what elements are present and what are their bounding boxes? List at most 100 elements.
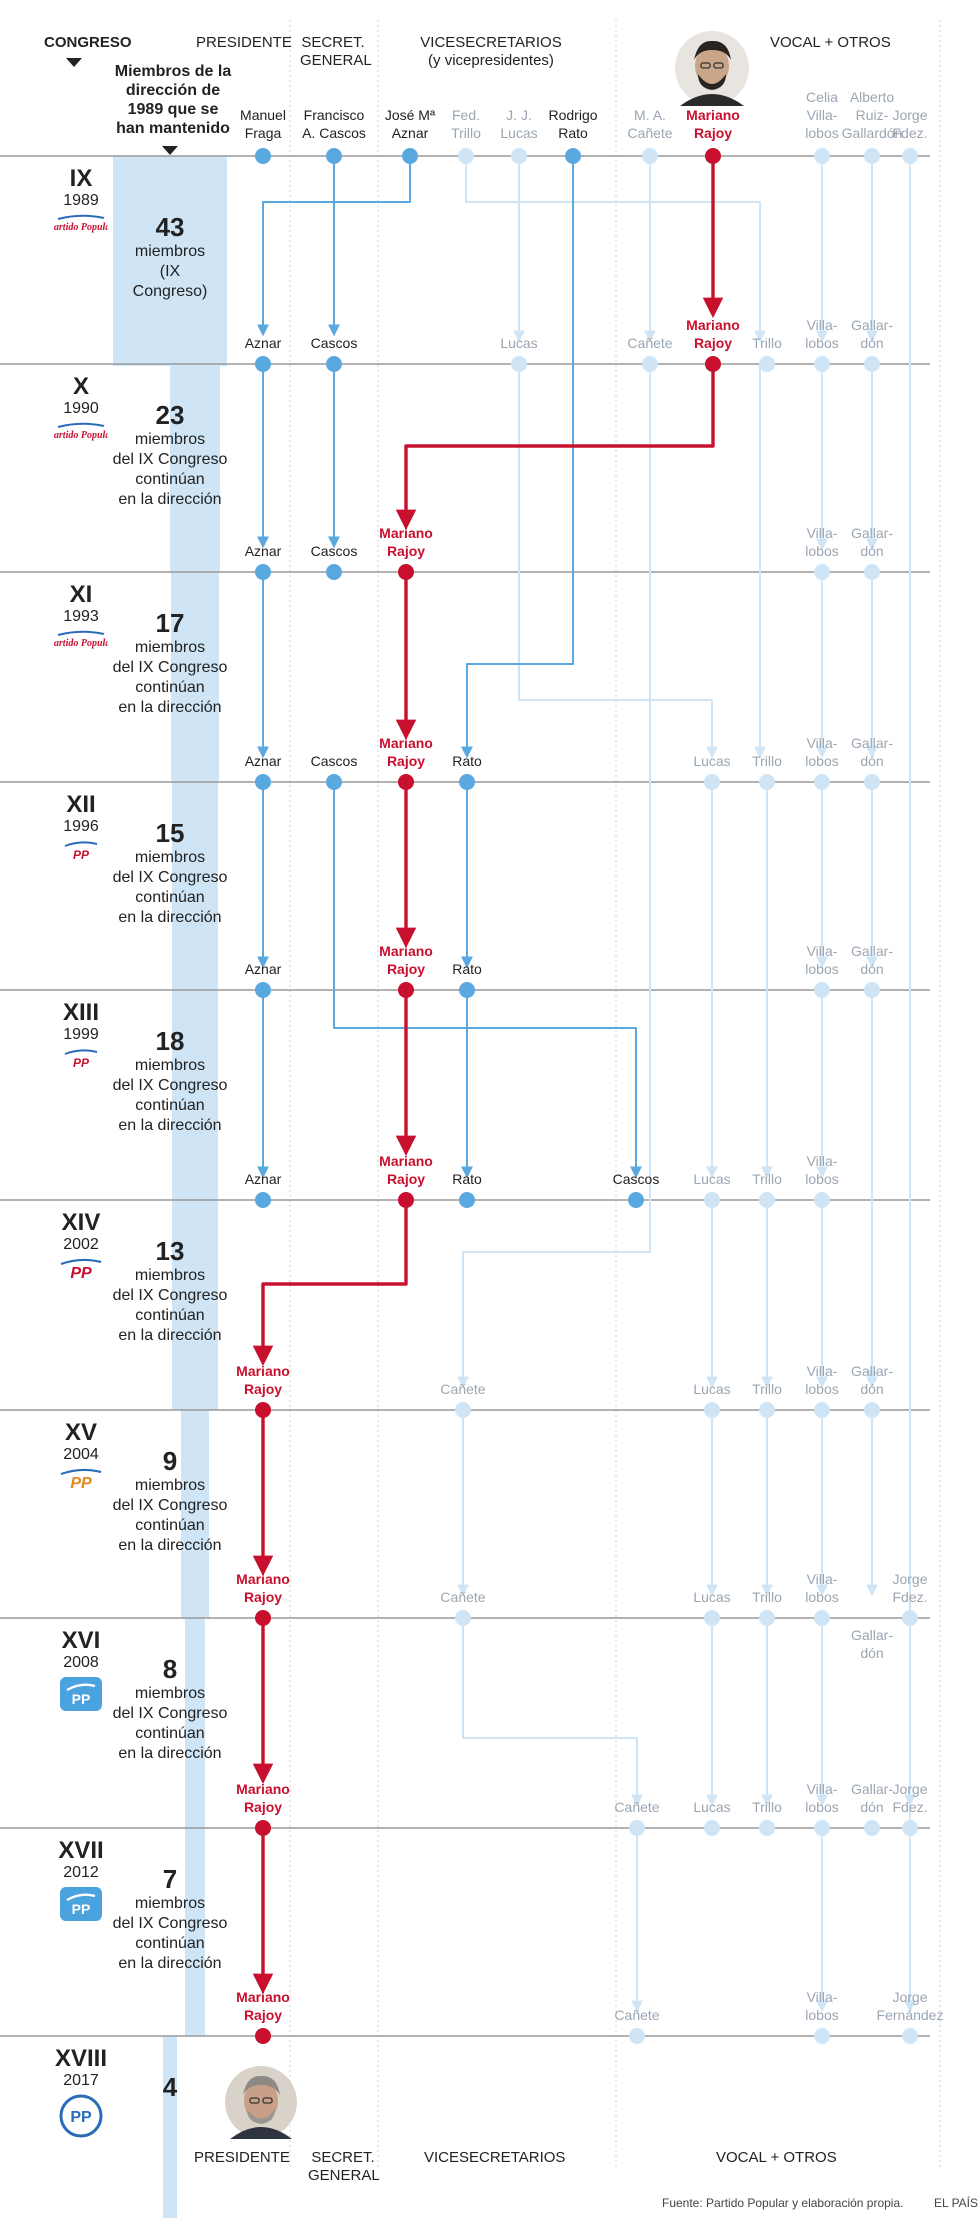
founder-dot [864,148,880,164]
member-name-line: Villa- [806,1363,838,1379]
retained-text: en la dirección [118,1955,222,1972]
member-name-line: J. J. [506,107,532,123]
member-name: Aznar [245,960,282,978]
member-name: Cascos [311,334,358,352]
congress-year: 1990 [63,400,99,417]
member-name-line: lobos [805,125,839,141]
member-name-line: Villa- [806,317,838,333]
svg-text:Partido Popular: Partido Popular [54,638,108,649]
member-dot [398,774,414,790]
member-name: Cañete [614,1798,659,1816]
retention-bar [171,572,219,782]
member-dot [704,1610,720,1626]
mantenido-line: Miembros de la [114,63,232,80]
svg-text:PP: PP [73,1056,90,1070]
flow-line [333,782,642,1179]
retention-bar [172,1200,218,1410]
secretario-line: SECRET. [301,34,365,51]
congress-roman: XIV [61,1209,101,1236]
member-name: Lucas [693,1380,730,1398]
member-name-line: Fernández [876,2007,944,2023]
member-dot [759,1402,775,1418]
member-name-line: lobos [805,335,839,351]
svg-text:PP: PP [70,1265,92,1280]
retained-text: Congreso) [132,283,208,300]
member-name-line: Fdez. [892,1589,928,1605]
footer-secretario: SECRET. GENERAL [308,2149,380,2185]
member-dot [455,1402,471,1418]
retained-text: (IX [159,263,181,280]
member-dot [629,2028,645,2044]
member-name-line: Rato [452,1171,482,1187]
svg-text:Partido Popular: Partido Popular [54,430,108,441]
member-name-line: Villa- [806,1571,838,1587]
retained-count: 23 miembros del IX Congreso continúan en la … [100,400,240,510]
member-name-line: Gallar- [850,317,894,333]
member-dot [326,564,342,580]
member-name-line: Rajoy [243,1799,283,1815]
member-name-line: Jorge [892,1989,928,2005]
retention-bar [172,990,218,1200]
member-name: Lucas [693,1798,730,1816]
member-name-line: Mariano [379,943,433,959]
retained-text: continúan [135,1307,205,1324]
member-name-line: Rato [452,961,482,977]
member-name-line: Gallar- [850,525,894,541]
retained-text: en la dirección [118,1117,222,1134]
retained-text: continúan [135,1935,205,1952]
member-name-line: Mariano [236,1781,290,1797]
retained-text: miembros [134,1685,206,1702]
source-note: Fuente: Partido Popular y elaboración pr… [662,2196,904,2210]
member-name-line: Fdez. [892,1799,928,1815]
member-name: Trillo [752,1798,782,1816]
member-name-line: Trillo [752,335,782,351]
flow-line-ghost [462,1618,643,1807]
retained-count: 8 miembros del IX Congreso continúan en la d… [100,1654,240,1764]
member-name: Jorge Fdez. [892,1570,927,1606]
member-dot [255,1192,271,1208]
member-dot [814,564,830,580]
member-name: Mariano Rajoy [379,942,433,978]
congress-year: 2017 [63,2072,99,2089]
member-name: José Mª Aznar [385,106,435,142]
member-name-line: Rajoy [386,543,426,559]
retained-text: miembros [134,849,206,866]
congress-year: 2012 [63,1864,99,1881]
member-name-line: Cascos [310,753,358,769]
member-name-line: Lucas [693,1589,731,1605]
congress-roman: XVI [61,1627,101,1654]
member-name: Mariano Rajoy [686,316,740,352]
member-name-line: Trillo [752,1589,782,1605]
member-name: Lucas [693,1588,730,1606]
congress-roman: XVII [58,1837,104,1864]
member-name-line: Cañete [627,335,673,351]
member-name-line: dón [860,1799,884,1815]
member-name: Cañete [440,1588,485,1606]
member-name: Villa-lobos [805,524,838,560]
member-name: Cañete [614,2006,659,2024]
retained-count: 18 miembros del IX Congreso continúan en la … [100,1026,240,1136]
rajoy-flow-line [252,1200,408,1367]
member-name-line: Villa- [806,107,838,123]
retention-bar [113,156,227,366]
mantenido-line: 1989 que se [127,101,219,118]
member-dot [255,564,271,580]
member-name-line: Villa- [806,735,838,751]
member-dot [628,1192,644,1208]
flow-line [461,156,574,759]
member-name-line: dón [860,1645,884,1661]
member-name-line: Gallar- [850,1363,894,1379]
member-name-line: Mariano [379,1153,433,1169]
member-name: Aznar [245,1170,282,1188]
member-dot [459,1192,475,1208]
member-dot [255,2028,271,2044]
retained-text: continúan [135,1517,205,1534]
member-name: Gallar-dón [851,1626,893,1662]
presidente-header: PRESIDENTE [196,34,292,51]
retained-text: del IX Congreso [112,1077,228,1094]
member-name: Celia Villa-lobos [805,88,838,142]
member-dot [902,1820,918,1836]
flow-line-ghost [518,364,718,759]
triangle-down-icon [66,58,82,67]
member-name-line: Rajoy [386,1171,426,1187]
